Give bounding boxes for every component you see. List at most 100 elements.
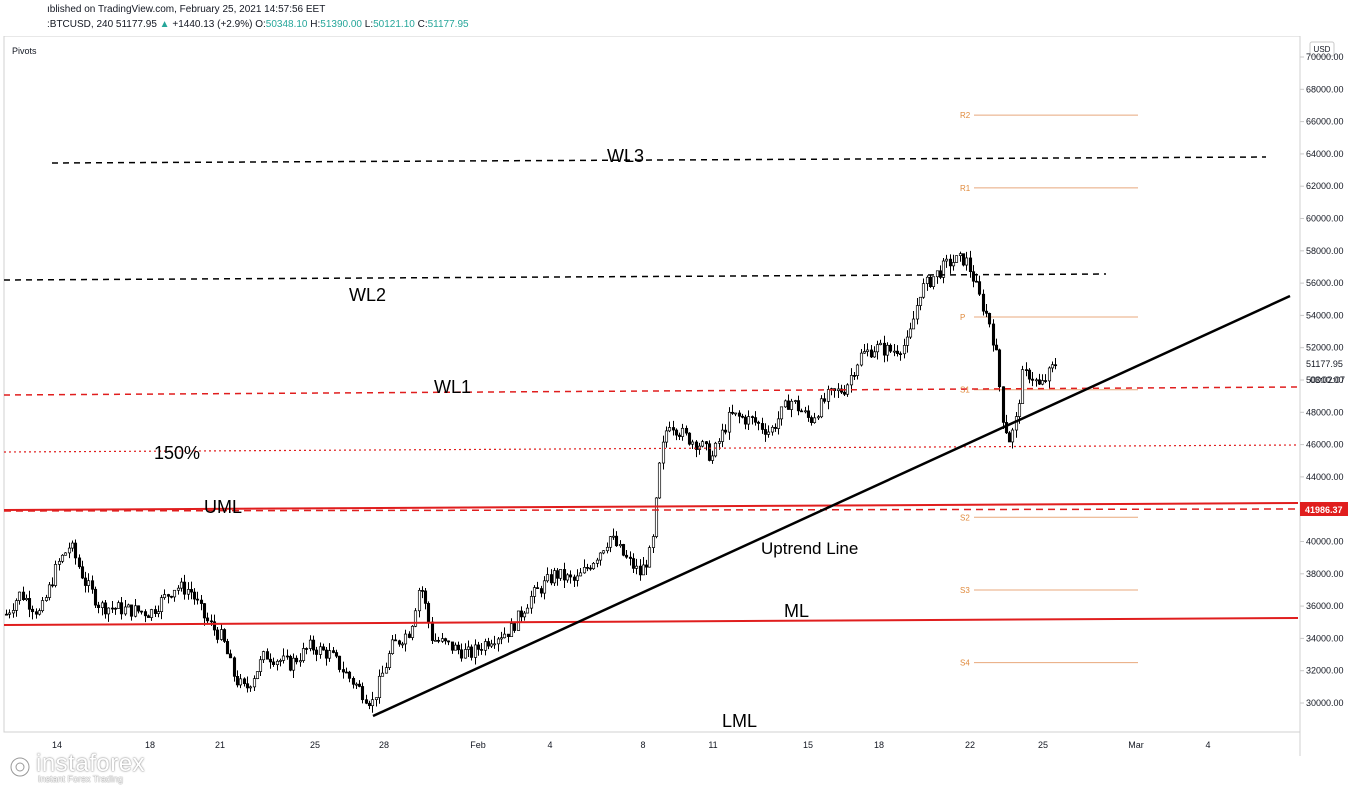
candle-body [1004, 422, 1009, 434]
candle-body [948, 258, 953, 267]
candle-body [862, 351, 867, 354]
lml-label: LML [722, 711, 757, 731]
candle-body [746, 416, 751, 425]
candle-body [793, 400, 798, 402]
candle-body [222, 629, 227, 642]
brand-name: instaforex [36, 750, 146, 777]
candle-body [80, 566, 85, 579]
candle-body [935, 270, 940, 278]
candle-body [713, 442, 718, 457]
plot-area[interactable] [3, 36, 1301, 733]
candle-body [318, 646, 323, 655]
candle-body [110, 607, 115, 610]
x-tick-label: Feb [470, 740, 486, 750]
currency-badge[interactable] [1309, 41, 1335, 57]
candle-body [1024, 369, 1029, 371]
candle-body [535, 587, 540, 589]
candle-body [40, 600, 45, 611]
candle-body [70, 542, 75, 549]
candle-body [812, 417, 817, 423]
candle-body [351, 677, 356, 685]
candle-body [707, 443, 712, 461]
y-tick-label: 34000.00 [1306, 633, 1344, 643]
price-axis[interactable]: 30000.00 32000.00 34000.00 36000.00 38000.00… [1300, 52, 1344, 708]
candle-body [588, 567, 593, 570]
candle-body [261, 651, 266, 661]
candle-body [390, 639, 395, 654]
instaforex-logo: instaforex Instant Forex Trading [4, 750, 154, 784]
candle-body [549, 574, 554, 584]
candle-body [1047, 367, 1052, 382]
candle-body [766, 431, 771, 435]
candle-body [235, 676, 240, 686]
candle-body [496, 638, 501, 645]
candle-body [971, 271, 976, 282]
candle-body [285, 655, 290, 658]
candle-body [753, 417, 758, 423]
candle-body [172, 589, 177, 598]
candle-body [770, 426, 775, 433]
candle-body [103, 602, 108, 615]
candle-body [479, 649, 484, 651]
candle-body [1030, 378, 1035, 381]
candle-body [30, 608, 35, 613]
y-tick-label: 62000.00 [1306, 181, 1344, 191]
candle-body [941, 260, 946, 278]
low-value: 50121.10 [373, 19, 415, 30]
time-axis[interactable]: 14 18 21 25 28 Feb 4 8 11 15 18 22 25 Mar 4 [52, 740, 1211, 750]
candle-body [232, 657, 237, 677]
candle-body [304, 648, 309, 650]
candle-body [436, 639, 441, 642]
candle-body [364, 699, 369, 704]
candle-body [374, 697, 379, 701]
candles [4, 250, 1058, 713]
candle-body [443, 638, 448, 642]
candle-body [456, 644, 461, 651]
candle-body [420, 590, 425, 592]
candle-body [516, 610, 521, 631]
candle-body [337, 655, 342, 670]
x-tick-label: 21 [215, 740, 225, 750]
candle-body [572, 576, 577, 581]
candle-body [186, 589, 191, 595]
candle-body [994, 344, 999, 351]
candle-body [199, 599, 204, 604]
uml-line [3, 502, 1299, 511]
candle-body [651, 536, 656, 548]
pivot-label-s4: S4 [960, 659, 970, 668]
candle-body [367, 702, 372, 707]
wl2-label: WL2 [349, 285, 386, 305]
candle-body [327, 650, 332, 659]
candle-body [918, 296, 923, 306]
candle-body [245, 683, 250, 689]
candle-body [169, 595, 174, 598]
candle-body [271, 661, 276, 665]
candle-body [921, 283, 926, 298]
candle-body [849, 375, 854, 386]
indicator-label: Pivots [12, 46, 37, 56]
candle-body [7, 612, 12, 615]
candlestick-chart[interactable]: Pivots USD 30000.00 32000.00 34000.00 36000… [0, 36, 1353, 786]
candle-body [638, 565, 643, 576]
candle-body [377, 675, 382, 699]
candle-body [634, 565, 639, 569]
candle-body [67, 547, 72, 554]
candle-body [644, 564, 649, 568]
candle-body [123, 606, 128, 615]
candle-body [1037, 379, 1042, 385]
candle-body [605, 546, 610, 552]
candle-body [252, 678, 257, 688]
candle-body [153, 609, 158, 614]
candle-body [347, 671, 352, 679]
candle-body [14, 600, 19, 611]
candle-body [96, 604, 101, 609]
candle-body [324, 649, 329, 659]
candle-body [11, 610, 16, 614]
candle-body [690, 441, 695, 445]
candle-body [968, 257, 973, 273]
x-tick-label: 28 [379, 740, 389, 750]
candle-body [760, 423, 765, 430]
wl3-line [51, 156, 1267, 164]
candle-body [44, 597, 49, 601]
candle-body [727, 411, 732, 433]
